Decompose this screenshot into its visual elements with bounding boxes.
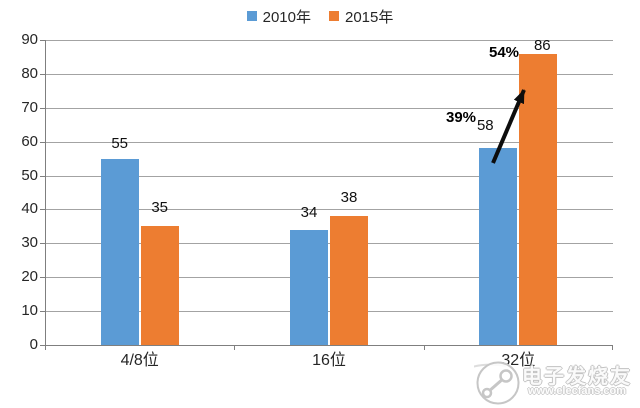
gridline xyxy=(45,243,613,244)
x-axis-tick xyxy=(234,345,235,350)
data-label: 58 xyxy=(476,117,494,135)
gridline xyxy=(45,311,613,312)
x-axis-tick xyxy=(612,345,613,350)
data-label: 35 xyxy=(151,199,169,217)
y-axis-tick xyxy=(40,74,45,75)
legend-label: 2015年 xyxy=(345,8,394,26)
legend-label: 2010年 xyxy=(262,8,311,26)
y-axis-label: 0 xyxy=(29,336,38,353)
y-axis-label: 60 xyxy=(21,133,38,150)
legend-swatch-icon xyxy=(246,11,257,21)
gridline xyxy=(45,176,613,177)
gridline xyxy=(45,142,613,143)
y-axis-label: 70 xyxy=(21,99,38,116)
gridline xyxy=(45,74,613,75)
x-axis-label: 32位 xyxy=(501,352,536,369)
y-axis-label: 90 xyxy=(21,31,38,48)
y-axis-tick xyxy=(40,345,45,346)
bar-2010年-32位 xyxy=(479,148,518,345)
y-axis-tick xyxy=(40,311,45,312)
y-axis-label: 40 xyxy=(21,200,38,217)
gridline xyxy=(45,209,613,210)
elecfans-logo-icon xyxy=(474,361,520,405)
bar-2010年-16位 xyxy=(290,229,328,345)
y-axis-label: 50 xyxy=(21,167,38,184)
bar-2010年-4/8位 xyxy=(100,158,139,345)
y-axis-tick xyxy=(40,40,45,41)
bar-2015年-32位 xyxy=(519,53,558,345)
y-axis-tick xyxy=(40,176,45,177)
y-axis-tick xyxy=(40,142,45,143)
chart-legend: 2010年 2015年 xyxy=(0,6,640,26)
y-axis-line xyxy=(45,40,46,350)
legend-item: 2015年 xyxy=(329,6,393,27)
watermark: 电子发烧友 www.elecfans.com xyxy=(448,352,640,408)
y-axis-label: 80 xyxy=(21,65,38,82)
gridline xyxy=(45,108,613,109)
x-axis-label: 16位 xyxy=(312,352,346,369)
x-axis-tick xyxy=(45,345,46,350)
y-axis-tick xyxy=(40,108,45,109)
watermark-url: www.elecfans.com xyxy=(528,385,627,397)
data-label: 86 xyxy=(533,36,551,54)
data-label: 38 xyxy=(340,189,358,207)
legend-item: 2010年 xyxy=(246,6,311,27)
gridline xyxy=(45,277,613,278)
bar-2015年-16位 xyxy=(330,216,368,345)
bar-2015年-4/8位 xyxy=(140,226,179,345)
gridline xyxy=(45,40,613,41)
percent-annotation: 39% xyxy=(446,109,477,126)
y-axis-label: 10 xyxy=(21,302,38,319)
x-axis-line xyxy=(45,345,613,346)
y-axis-label: 20 xyxy=(21,268,38,285)
y-axis-tick xyxy=(40,277,45,278)
data-label: 55 xyxy=(111,134,129,152)
x-axis-tick xyxy=(424,345,425,350)
legend-swatch-icon xyxy=(329,11,339,21)
y-axis-tick xyxy=(40,243,45,244)
y-axis-label: 30 xyxy=(21,234,38,251)
watermark-brand: 电子发烧友 xyxy=(522,366,632,388)
y-axis-tick xyxy=(40,209,45,210)
x-axis-label: 4/8位 xyxy=(120,352,159,369)
data-label: 34 xyxy=(300,203,318,221)
percent-annotation: 54% xyxy=(489,44,520,61)
